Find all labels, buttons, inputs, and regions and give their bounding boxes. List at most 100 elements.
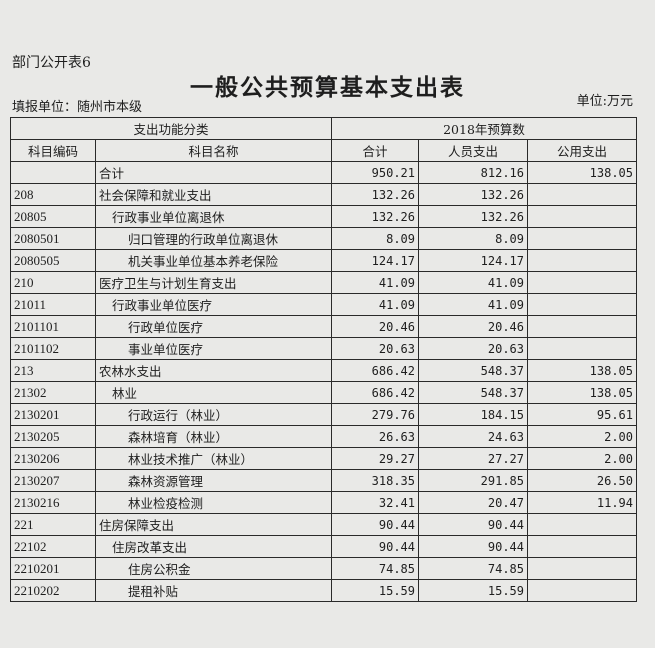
row-total: 124.17 [331,249,419,272]
row-personnel: 20.46 [418,315,528,338]
row-total: 20.46 [331,315,419,338]
row-public [527,227,637,250]
row-personnel: 15.59 [418,579,528,602]
row-total: 950.21 [331,161,419,184]
row-personnel: 74.85 [418,557,528,580]
table-row: 20805 行政事业单位离退休 132.26 132.26 [10,205,637,228]
table-row: 合计 950.21 812.16 138.05 [10,161,637,184]
row-name: 农林水支出 [95,359,332,382]
row-public: 138.05 [527,381,637,404]
row-name: 合计 [95,161,332,184]
row-personnel: 184.15 [418,403,528,426]
row-personnel: 548.37 [418,381,528,404]
row-public [527,205,637,228]
row-name: 行政事业单位离退休 [95,205,332,228]
table-row: 208 社会保障和就业支出 132.26 132.26 [10,183,637,206]
table-row: 2210201 住房公积金 74.85 74.85 [10,557,637,580]
row-personnel: 548.37 [418,359,528,382]
row-public: 11.94 [527,491,637,514]
header-total: 合计 [331,139,419,162]
row-total: 686.42 [331,359,419,382]
row-name: 森林培育（林业） [95,425,332,448]
row-name: 提租补贴 [95,579,332,602]
unit-label: 单位:万元 [576,94,633,109]
row-code: 22102 [10,535,96,558]
row-total: 279.76 [331,403,419,426]
table-row: 2080505 机关事业单位基本养老保险 124.17 124.17 [10,249,637,272]
row-name: 住房公积金 [95,557,332,580]
row-personnel: 24.63 [418,425,528,448]
row-code: 2210202 [10,579,96,602]
row-public [527,183,637,206]
form-number: 部门公开表6 [12,55,91,71]
table-row: 2101102 事业单位医疗 20.63 20.63 [10,337,637,360]
table-row: 2080501 归口管理的行政单位离退休 8.09 8.09 [10,227,637,250]
row-code: 2130205 [10,425,96,448]
row-total: 132.26 [331,183,419,206]
row-code: 2101101 [10,315,96,338]
row-personnel: 812.16 [418,161,528,184]
table-row: 2130216 林业检疫检测 32.41 20.47 11.94 [10,491,637,514]
row-personnel: 132.26 [418,205,528,228]
row-personnel: 41.09 [418,293,528,316]
row-personnel: 132.26 [418,183,528,206]
row-code: 2130206 [10,447,96,470]
row-public: 2.00 [527,447,637,470]
row-total: 15.59 [331,579,419,602]
row-public: 2.00 [527,425,637,448]
row-code [10,161,96,184]
page-title: 一般公共预算基本支出表 [190,74,465,101]
header-budget-2018: 2018年预算数 [331,117,637,140]
row-name: 林业检疫检测 [95,491,332,514]
header-code: 科目编码 [10,139,96,162]
row-name: 行政事业单位医疗 [95,293,332,316]
row-public [527,271,637,294]
row-personnel: 8.09 [418,227,528,250]
row-public [527,293,637,316]
row-public: 26.50 [527,469,637,492]
row-code: 2130207 [10,469,96,492]
table-row: 2130205 森林培育（林业） 26.63 24.63 2.00 [10,425,637,448]
row-personnel: 124.17 [418,249,528,272]
row-code: 21011 [10,293,96,316]
row-code: 2210201 [10,557,96,580]
row-public [527,513,637,536]
row-personnel: 27.27 [418,447,528,470]
row-public [527,535,637,558]
row-name: 林业 [95,381,332,404]
row-code: 2130201 [10,403,96,426]
header-name: 科目名称 [95,139,332,162]
row-code: 208 [10,183,96,206]
row-total: 90.44 [331,513,419,536]
header-personnel: 人员支出 [418,139,528,162]
row-personnel: 20.47 [418,491,528,514]
row-name: 住房保障支出 [95,513,332,536]
row-code: 2080501 [10,227,96,250]
row-name: 归口管理的行政单位离退休 [95,227,332,250]
row-personnel: 90.44 [418,513,528,536]
row-public: 138.05 [527,359,637,382]
row-personnel: 41.09 [418,271,528,294]
row-personnel: 291.85 [418,469,528,492]
row-public [527,337,637,360]
row-total: 41.09 [331,271,419,294]
table-row: 210 医疗卫生与计划生育支出 41.09 41.09 [10,271,637,294]
row-code: 221 [10,513,96,536]
row-public [527,315,637,338]
row-name: 事业单位医疗 [95,337,332,360]
row-total: 8.09 [331,227,419,250]
budget-table: 支出功能分类 2018年预算数 科目编码 科目名称 合计 人员支出 公用支出 合… [10,117,637,602]
row-code: 2080505 [10,249,96,272]
row-code: 20805 [10,205,96,228]
table-row: 2210202 提租补贴 15.59 15.59 [10,579,637,602]
row-personnel: 20.63 [418,337,528,360]
table-row: 221 住房保障支出 90.44 90.44 [10,513,637,536]
row-total: 318.35 [331,469,419,492]
header-function-class: 支出功能分类 [10,117,332,140]
row-total: 29.27 [331,447,419,470]
table-row: 213 农林水支出 686.42 548.37 138.05 [10,359,637,382]
row-total: 74.85 [331,557,419,580]
table-row: 22102 住房改革支出 90.44 90.44 [10,535,637,558]
row-name: 社会保障和就业支出 [95,183,332,206]
table-row: 2130201 行政运行（林业） 279.76 184.15 95.61 [10,403,637,426]
